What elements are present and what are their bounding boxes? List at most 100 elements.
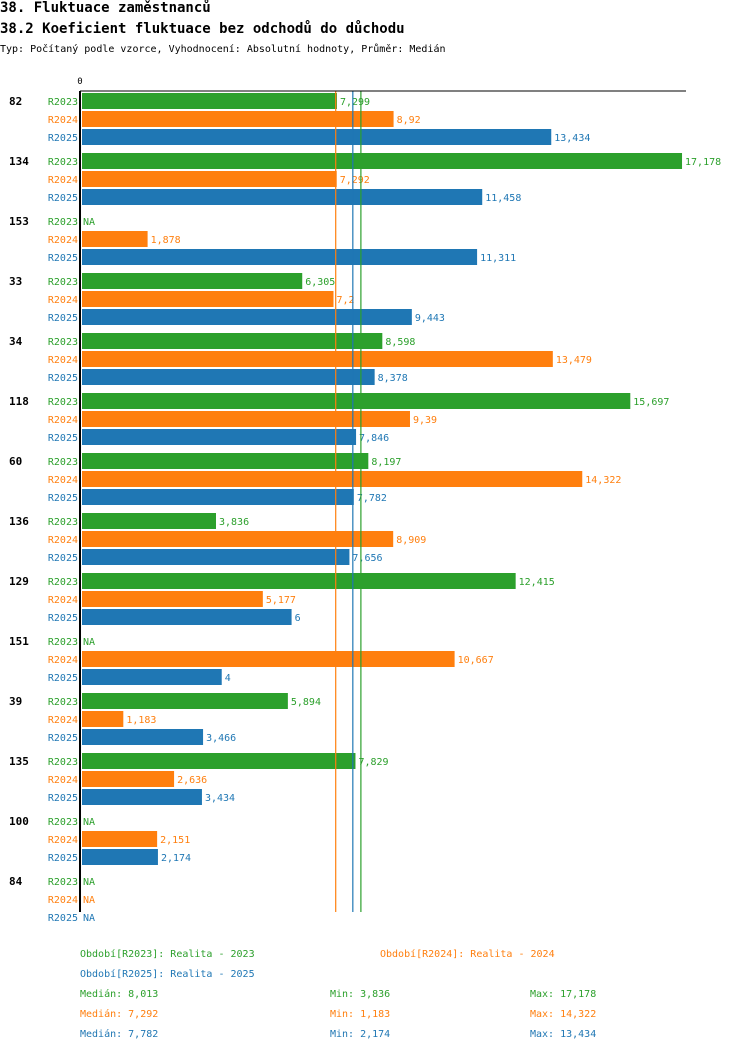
data-label: 9,443: [415, 313, 445, 324]
series-row-label: R2024: [48, 775, 78, 786]
bar: [82, 249, 478, 265]
data-label: 3,836: [219, 517, 249, 528]
stat-min: Min: 1,183: [330, 1009, 390, 1020]
bar: [82, 549, 350, 565]
bar: [82, 531, 394, 547]
data-label: 15,697: [633, 397, 669, 408]
series-row-label: R2025: [48, 493, 78, 504]
data-label: 7,782: [357, 493, 387, 504]
bar: [82, 291, 334, 307]
bar: [82, 453, 369, 469]
bar: [82, 513, 216, 529]
bar: [82, 393, 631, 409]
category-label: 84: [9, 875, 23, 888]
series-row-label: R2023: [48, 877, 78, 888]
series-row-label: R2024: [48, 655, 78, 666]
stat-median: Medián: 7,782: [80, 1028, 158, 1040]
data-label: NA: [83, 913, 95, 924]
category-label: 39: [9, 695, 22, 708]
series-row-label: R2025: [48, 613, 78, 624]
series-row-label: R2024: [48, 475, 78, 486]
series-row-label: R2025: [48, 193, 78, 204]
series-row-label: R2023: [48, 757, 78, 768]
legend-item: Období[R2023]: Realita - 2023: [80, 948, 255, 960]
data-label: 7,299: [340, 97, 370, 108]
data-label: 13,434: [554, 133, 590, 144]
series-row-label: R2023: [48, 637, 78, 648]
data-label: 7,2: [336, 295, 354, 306]
bar: [82, 651, 455, 667]
series-row-label: R2025: [48, 913, 78, 924]
category-label: 135: [9, 755, 29, 768]
series-row-label: R2023: [48, 577, 78, 588]
series-row-label: R2024: [48, 835, 78, 846]
data-label: 17,178: [685, 157, 721, 168]
series-row-label: R2025: [48, 373, 78, 384]
data-label: NA: [83, 877, 95, 888]
data-label: 7,292: [340, 175, 370, 186]
series-row-label: R2024: [48, 535, 78, 546]
bar: [82, 831, 158, 847]
category-label: 100: [9, 815, 29, 828]
data-label: 1,878: [151, 235, 181, 246]
category-label: 33: [9, 275, 22, 288]
series-row-label: R2024: [48, 295, 78, 306]
series-row-label: R2024: [48, 595, 78, 606]
bar: [82, 369, 375, 385]
series-row-label: R2024: [48, 355, 78, 366]
stat-median: Medián: 7,292: [80, 1008, 158, 1020]
stat-median: Medián: 8,013: [80, 988, 158, 1000]
series-row-label: R2023: [48, 457, 78, 468]
bar: [82, 489, 354, 505]
series-row-label: R2024: [48, 235, 78, 246]
category-label: 134: [9, 155, 29, 168]
data-label: 3,466: [206, 733, 236, 744]
chart-description: Typ: Počítaný podle vzorce, Vyhodnocení:…: [0, 44, 446, 55]
data-label: 11,311: [480, 253, 516, 264]
data-label: 12,415: [519, 577, 555, 588]
data-label: 9,39: [413, 415, 437, 426]
data-label: 3,434: [205, 793, 235, 804]
bar: [82, 411, 410, 427]
data-label: 7,846: [359, 433, 389, 444]
series-row-label: R2023: [48, 157, 78, 168]
series-row-label: R2023: [48, 217, 78, 228]
data-label: 8,378: [378, 373, 408, 384]
series-row-label: R2023: [48, 337, 78, 348]
stat-min: Min: 3,836: [330, 989, 390, 1000]
bar: [82, 849, 158, 865]
data-label: NA: [83, 895, 95, 906]
series-row-label: R2025: [48, 733, 78, 744]
series-row-label: R2025: [48, 673, 78, 684]
data-label: 8,197: [371, 457, 401, 468]
bar: [82, 609, 292, 625]
data-label: NA: [83, 637, 95, 648]
category-label: 60: [9, 455, 22, 468]
data-label: 4: [225, 673, 231, 684]
data-label: 1,183: [126, 715, 156, 726]
category-label: 82: [9, 95, 22, 108]
bar: [82, 333, 383, 349]
series-row-label: R2024: [48, 115, 78, 126]
bar: [82, 309, 412, 325]
bar: [82, 669, 222, 685]
series-row-label: R2024: [48, 415, 78, 426]
data-label: 5,177: [266, 595, 296, 606]
data-label: 10,667: [458, 655, 494, 666]
bar: [82, 111, 394, 127]
data-label: NA: [83, 217, 95, 228]
series-row-label: R2023: [48, 397, 78, 408]
stat-min: Min: 2,174: [330, 1029, 390, 1040]
series-row-label: R2023: [48, 697, 78, 708]
data-label: 7,656: [352, 553, 382, 564]
series-row-label: R2025: [48, 853, 78, 864]
data-label: 14,322: [585, 475, 621, 486]
data-label: 8,909: [396, 535, 426, 546]
stat-max: Max: 13,434: [530, 1029, 596, 1040]
data-label: 2,151: [160, 835, 190, 846]
bar: [82, 351, 553, 367]
series-row-label: R2025: [48, 553, 78, 564]
bar: [82, 729, 204, 745]
data-label: 8,92: [397, 115, 421, 126]
